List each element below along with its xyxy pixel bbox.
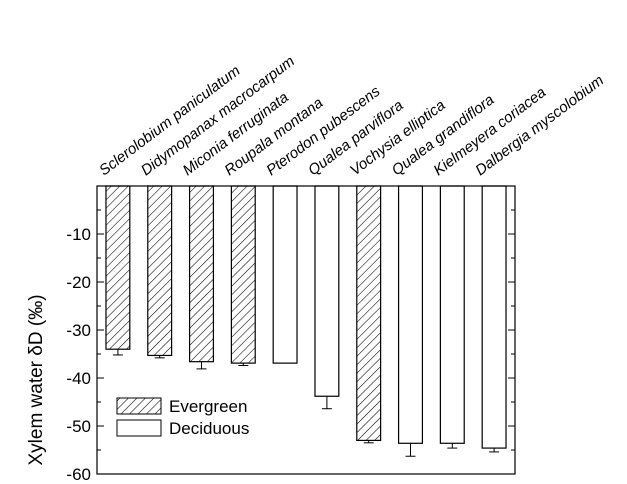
legend: Evergreen Deciduous <box>116 397 249 438</box>
bars-layer <box>105 185 507 457</box>
legend-label-evergreen: Evergreen <box>169 397 247 416</box>
legend-swatch-evergreen <box>116 397 162 415</box>
y-tick-label: -30 <box>66 321 91 340</box>
bar-10 <box>481 185 507 449</box>
bar-1 <box>105 185 131 350</box>
y-axis-title: Xylem water δD (‰) <box>26 294 47 465</box>
y-tick-label: -40 <box>66 369 91 388</box>
y-tick-label: -20 <box>66 273 91 292</box>
bar-6 <box>314 185 340 397</box>
bar-4 <box>230 185 256 364</box>
y-tick-label: -10 <box>66 225 91 244</box>
bar-5 <box>272 185 298 364</box>
legend-swatch-deciduous <box>116 419 162 437</box>
y-tick-label: -50 <box>66 417 91 436</box>
legend-label-deciduous: Deciduous <box>169 419 249 438</box>
y-tick-label: -60 <box>66 465 91 484</box>
bar-2 <box>147 185 173 357</box>
bar-7 <box>356 185 382 441</box>
bar-9 <box>439 185 465 444</box>
bar-3 <box>188 185 215 363</box>
bar-8 <box>397 185 424 444</box>
axes-layer: -10 -20 -30 -40 -50 -60 <box>66 185 516 484</box>
